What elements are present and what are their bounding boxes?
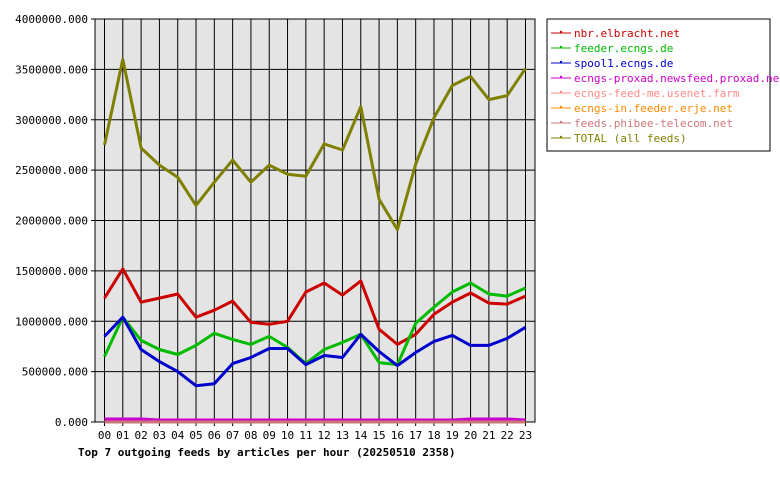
y-tick-label: 0.000 xyxy=(55,416,88,429)
x-tick-label: 16 xyxy=(391,429,404,442)
chart-title: Top 7 outgoing feeds by articles per hou… xyxy=(78,446,456,459)
legend-label: feeds.phibee-telecom.net xyxy=(574,117,733,130)
y-tick-label: 1500000.000 xyxy=(15,265,88,278)
x-tick-label: 18 xyxy=(427,429,440,442)
legend-label: ecngs-feed-me.usenet.farm xyxy=(574,87,740,100)
y-tick-label: 500000.000 xyxy=(22,366,88,379)
legend-marker xyxy=(559,90,563,94)
x-tick-label: 06 xyxy=(208,429,221,442)
x-tick-label: 23 xyxy=(519,429,532,442)
x-tick-label: 11 xyxy=(299,429,312,442)
series-line-2 xyxy=(103,315,527,388)
legend-label: TOTAL (all feeds) xyxy=(574,132,687,145)
x-tick-label: 22 xyxy=(501,429,514,442)
legend-label: ecngs-in.feeder.erje.net xyxy=(574,102,733,115)
y-tick-label: 3000000.000 xyxy=(15,114,88,127)
x-tick-label: 10 xyxy=(281,429,294,442)
x-tick-label: 15 xyxy=(372,429,385,442)
x-tick-label: 04 xyxy=(171,429,185,442)
y-tick-label: 3500000.000 xyxy=(15,63,88,76)
y-tick-label: 2500000.000 xyxy=(15,164,88,177)
x-tick-label: 02 xyxy=(134,429,147,442)
series-line-3 xyxy=(104,417,526,422)
x-tick-label: 14 xyxy=(354,429,368,442)
x-tick-label: 01 xyxy=(116,429,129,442)
legend-label: nbr.elbracht.net xyxy=(574,27,680,40)
y-tick-label: 4000000.000 xyxy=(15,13,88,26)
x-tick-label: 05 xyxy=(189,429,202,442)
legend-marker xyxy=(559,30,563,34)
legend-marker xyxy=(559,45,563,49)
x-tick-label: 03 xyxy=(153,429,166,442)
legend-box xyxy=(546,18,771,152)
x-tick-label: 20 xyxy=(464,429,477,442)
x-tick-label: 09 xyxy=(263,429,276,442)
legend-marker xyxy=(559,75,563,79)
legend-label: feeder.ecngs.de xyxy=(574,42,673,55)
y-tick-label: 1000000.000 xyxy=(15,315,88,328)
series-line-0 xyxy=(103,267,527,346)
x-tick-label: 00 xyxy=(98,429,111,442)
y-tick-label: 2000000.000 xyxy=(15,215,88,228)
legend-marker xyxy=(559,120,563,124)
legend-label: ecngs-proxad.newsfeed.proxad.net xyxy=(574,72,780,85)
x-tick-label: 13 xyxy=(336,429,349,442)
legend-marker xyxy=(559,60,563,64)
x-tick-label: 08 xyxy=(244,429,257,442)
x-tick-label: 21 xyxy=(482,429,495,442)
x-tick-label: 07 xyxy=(226,429,239,442)
x-tick-label: 19 xyxy=(446,429,459,442)
legend-marker xyxy=(559,105,563,109)
legend-label: spool1.ecngs.de xyxy=(574,57,673,70)
legend-marker xyxy=(559,135,563,139)
x-tick-label: 12 xyxy=(318,429,331,442)
series-line-1 xyxy=(103,281,527,367)
series-line-7 xyxy=(103,57,527,232)
x-tick-label: 17 xyxy=(409,429,422,442)
